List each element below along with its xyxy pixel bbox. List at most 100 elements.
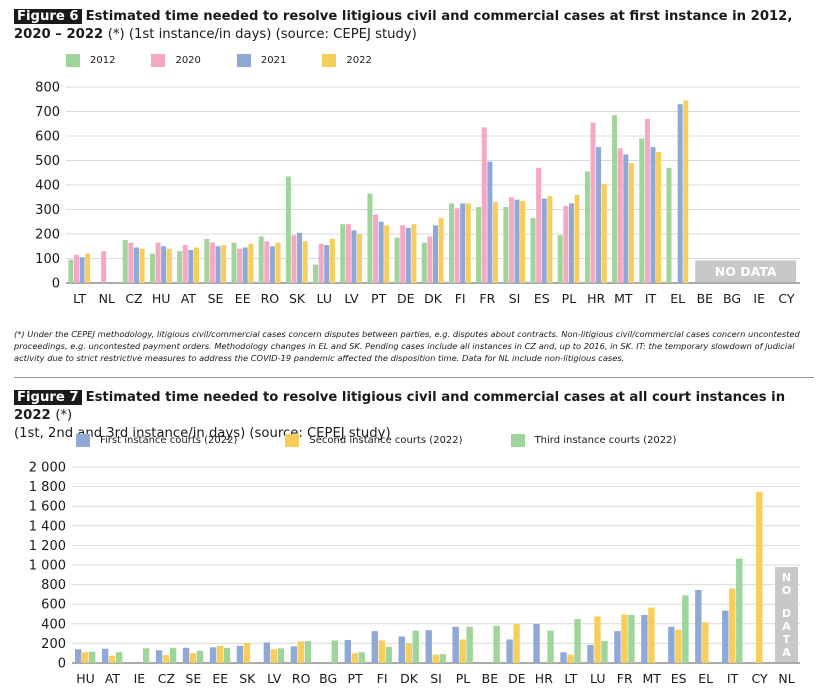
figure-7-bar bbox=[216, 645, 224, 663]
figure-7-legend-swatch bbox=[285, 434, 300, 447]
figure-6-x-tick-label: DK bbox=[424, 291, 443, 306]
figure-6-x-tick-label: SI bbox=[509, 291, 521, 306]
figure-7-bar bbox=[115, 652, 123, 663]
figure-6-x-tick-label: LT bbox=[73, 291, 86, 306]
figure-7-bar bbox=[729, 588, 736, 663]
figure-6-bar bbox=[68, 259, 74, 283]
figure-6-y-tick-label: 500 bbox=[35, 154, 60, 169]
figure-7-legend-item: Third instance courts (2022) bbox=[510, 434, 676, 447]
figure-7-y-tick-label: 1 800 bbox=[29, 480, 66, 495]
figure-7-bar bbox=[290, 646, 298, 663]
figure-6-bar bbox=[297, 232, 303, 283]
figure-7-bar bbox=[344, 639, 352, 663]
figure-6-bar bbox=[481, 127, 487, 283]
figure-7-subtitle-marker: (*) bbox=[55, 408, 73, 423]
figure-6-bar bbox=[590, 122, 596, 284]
figure-6-bar bbox=[188, 249, 194, 283]
figure-6-bar bbox=[340, 224, 346, 283]
figure-6-no-data-box bbox=[695, 260, 796, 282]
figure-7-bar bbox=[182, 647, 190, 663]
figure-6-chart: 0 100 200 300 400 500 600 700 800 LT NL CZ HU AT SE EE R… bbox=[35, 81, 800, 306]
figure-6-bar bbox=[530, 218, 536, 283]
figure-7-x-tick-label: DE bbox=[508, 671, 526, 686]
figure-6-bar bbox=[677, 104, 683, 284]
figure-6-bar bbox=[503, 207, 509, 283]
figure-7-legend-item: Second instance courts (2022) bbox=[285, 434, 463, 447]
figure-7-legend: First instance courts (2022) Second insta… bbox=[76, 434, 724, 447]
figure-6-bar bbox=[574, 194, 580, 283]
figure-7-bar bbox=[736, 558, 743, 663]
figure-7-bar bbox=[621, 614, 628, 663]
figure-6-bar bbox=[612, 115, 618, 283]
figure-7-x-tick-label: ES bbox=[671, 671, 687, 686]
figure-7-bar bbox=[614, 631, 621, 663]
figure-6-bar bbox=[623, 154, 629, 283]
figure-6-tag: Figure 6 bbox=[14, 9, 82, 24]
figure-6-y-tick-label: 700 bbox=[35, 105, 60, 120]
figure-7-legend-label: Second instance courts (2022) bbox=[309, 435, 463, 446]
figure-7-legend-label: First instance courts (2022) bbox=[100, 435, 238, 446]
figure-6-bar bbox=[221, 245, 227, 283]
figure-6-bar bbox=[215, 246, 221, 283]
figure-7-bar bbox=[628, 614, 635, 663]
figure-6-title-text: Estimated time needed to resolve litigio… bbox=[14, 9, 793, 42]
figure-7-y-tick-label: 1 000 bbox=[29, 559, 66, 574]
figure-7-bar bbox=[533, 623, 540, 663]
figure-7-bar bbox=[351, 653, 359, 663]
figure-7-bar bbox=[169, 647, 177, 663]
figure-6-y-tick-label: 100 bbox=[35, 252, 60, 267]
figure-6-bar bbox=[541, 198, 547, 283]
figure-6-y-tick-label: 800 bbox=[35, 81, 60, 96]
figure-6-x-tick-label: LU bbox=[317, 291, 333, 306]
figure-7-bar bbox=[675, 629, 682, 663]
figure-7-bar bbox=[601, 640, 608, 663]
figure-7-bar bbox=[547, 630, 554, 663]
figure-7-bar bbox=[385, 646, 392, 663]
figure-7-bar bbox=[574, 618, 581, 663]
figure-7-bar bbox=[209, 647, 217, 663]
figure-7-bar bbox=[304, 640, 312, 663]
figure-6-bar bbox=[666, 167, 672, 283]
figure-6-x-tick-label: SE bbox=[208, 291, 224, 306]
figure-6-bar bbox=[384, 225, 390, 283]
figure-7-bar bbox=[358, 652, 366, 663]
figure-6-x-tick-label: RO bbox=[261, 291, 280, 306]
figure-7-x-tick-label: HR bbox=[535, 671, 553, 686]
figure-6-x-tick-label: BG bbox=[723, 291, 741, 306]
figure-6-bar bbox=[209, 242, 215, 283]
figure-6-legend-item: 2012 bbox=[66, 54, 115, 67]
figure-6-x-tick-label: MT bbox=[614, 291, 633, 306]
figure-6-x-tick-label: FR bbox=[479, 291, 495, 306]
figure-6-bar bbox=[345, 224, 351, 283]
figure-6-bar bbox=[596, 147, 602, 283]
figure-7-bar bbox=[378, 640, 385, 663]
figure-6-bar bbox=[248, 243, 254, 283]
figure-6-bar bbox=[237, 248, 243, 283]
figure-6-bar bbox=[285, 176, 291, 283]
figure-6-bar bbox=[302, 241, 308, 283]
figure-6-legend-swatch bbox=[236, 54, 251, 67]
figure-6-bar bbox=[438, 218, 444, 283]
figure-7-bar bbox=[223, 647, 231, 663]
figure-7-y-tick-label: 600 bbox=[41, 598, 66, 613]
figure-7-bar bbox=[567, 654, 574, 663]
figure-6-x-tick-label: IE bbox=[753, 291, 765, 306]
figure-7-x-tick-label: LU bbox=[590, 671, 606, 686]
figure-6-bar bbox=[584, 171, 590, 283]
figure-6-bar bbox=[563, 205, 569, 283]
figure-6-bar bbox=[508, 197, 514, 283]
figure-7-x-tick-label: EL bbox=[698, 671, 713, 686]
figure-6-bar bbox=[329, 238, 335, 283]
figure-6-bar bbox=[465, 203, 471, 283]
figure-6-bar bbox=[448, 203, 454, 283]
figure-6-legend-label: 2021 bbox=[260, 55, 287, 66]
figure-7-x-tick-label: FR bbox=[617, 671, 633, 686]
figure-6-bar bbox=[639, 138, 645, 283]
figure-6-bar bbox=[427, 236, 433, 283]
figure-6-bar bbox=[547, 196, 553, 283]
figure-7-bar bbox=[756, 491, 763, 663]
figure-6-legend-item: 2020 bbox=[151, 54, 201, 67]
figure-7-title-text: Estimated time needed to resolve litigio… bbox=[14, 390, 786, 423]
figure-6-bar bbox=[242, 247, 248, 283]
